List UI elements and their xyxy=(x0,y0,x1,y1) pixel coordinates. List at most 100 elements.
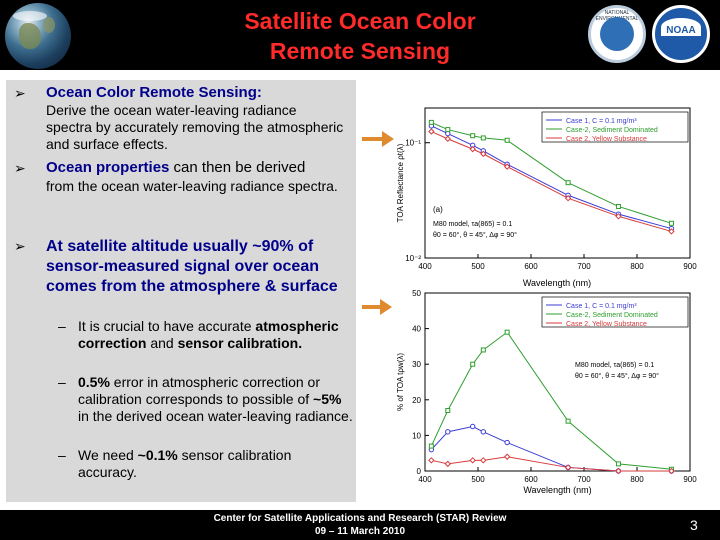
earth-globe-icon xyxy=(5,3,71,69)
data-point xyxy=(480,135,486,141)
y-tick-label: 10 xyxy=(412,431,421,440)
data-point xyxy=(480,429,487,435)
data-point xyxy=(565,418,571,424)
y-tick-label: 40 xyxy=(412,325,421,334)
data-point xyxy=(565,180,571,186)
legend-label-0: Case 1, C = 0.1 mg/m³ xyxy=(566,118,637,125)
bullets-panel xyxy=(6,80,356,502)
sub3-a: We need xyxy=(78,447,138,463)
x-tick-label: 400 xyxy=(418,475,432,484)
x-axis-label: Wavelength (nm) xyxy=(523,485,591,495)
x-tick-label: 800 xyxy=(630,262,644,271)
data-point xyxy=(503,163,511,170)
data-point xyxy=(428,443,434,449)
y-axis-label: TOA Reflectance ρt(λ) xyxy=(396,143,405,222)
data-point xyxy=(470,361,476,367)
data-point xyxy=(504,439,510,446)
data-point xyxy=(445,407,451,413)
series-line-1 xyxy=(430,331,672,470)
y-tick-label: 0 xyxy=(417,467,422,476)
footer-line2: 09 – 11 March 2010 xyxy=(314,526,406,537)
legend-box xyxy=(541,111,689,143)
y-tick-label: 10⁻¹ xyxy=(405,139,421,148)
y-tick-label: 50 xyxy=(412,289,421,298)
series-line-1 xyxy=(431,121,672,224)
legend-label-2: Case 2, Yellow Substance xyxy=(566,136,647,143)
sub1-b: atmospheric correction xyxy=(78,318,339,351)
sub-bullet-1: – It is crucial to have accurate atmosph… xyxy=(58,318,339,351)
data-point xyxy=(564,464,572,471)
header: Satellite Ocean Color Remote Sensing NAT… xyxy=(0,0,720,70)
arrow-to-chart2-icon xyxy=(362,299,392,315)
annotation-model: M80 model, τa(865) = 0.1 xyxy=(433,221,512,228)
x-tick-label: 500 xyxy=(471,475,485,484)
x-tick-label: 900 xyxy=(683,475,697,484)
data-point xyxy=(503,453,511,460)
legend-label-2: Case 2, Yellow Substance xyxy=(566,321,647,328)
data-point xyxy=(615,461,621,467)
data-point xyxy=(564,195,572,202)
y-tick-label: 10⁻² xyxy=(405,254,421,263)
bullet2-highlight: Ocean properties xyxy=(46,159,170,176)
sub2-b: error in atmospheric correction or calib… xyxy=(78,374,320,407)
data-point xyxy=(444,460,451,468)
data-point xyxy=(428,457,435,464)
arrow-to-chart1-icon xyxy=(362,131,394,147)
series-line-2 xyxy=(431,131,672,232)
sub3-b: ~0.1% xyxy=(137,447,178,463)
series-line-2 xyxy=(431,456,672,472)
sub1-a: It is crucial to have accurate xyxy=(78,318,256,334)
legend-label-1: Case-2, Sediment Dominated xyxy=(566,312,658,319)
panel-label: (a) xyxy=(433,205,443,214)
bullet3-text: At satellite altitude usually ~90% of se… xyxy=(46,238,338,295)
bullet2-tail: can then be derived xyxy=(169,159,306,176)
y-tick-label: 20 xyxy=(412,396,421,405)
legend-label-0: Case 1, C = 0.1 mg/m³ xyxy=(566,303,637,310)
x-tick-label: 600 xyxy=(524,262,538,271)
bullet1-heading: Ocean Color Remote Sensing: xyxy=(46,84,262,101)
x-tick-label: 600 xyxy=(524,475,538,484)
bullet2-body: from the ocean water-leaving radiance sp… xyxy=(46,178,338,194)
data-point xyxy=(615,203,621,209)
sub2-d: in the derived ocean water-leaving radia… xyxy=(78,408,353,424)
title-line1: Satellite Ocean Color xyxy=(244,8,476,34)
y-tick-label: 30 xyxy=(412,360,421,369)
x-axis-label-top: Wavelength (nm) xyxy=(523,278,591,288)
data-point xyxy=(668,220,674,226)
bullet2-heading: Ocean properties can then be derived xyxy=(46,159,346,176)
data-point xyxy=(469,145,476,153)
title-line2: Remote Sensing xyxy=(269,38,451,64)
annotation-geometry: θ0 = 60°, θ = 45°, Δφ = 90° xyxy=(433,231,517,239)
data-point xyxy=(470,423,476,430)
data-point xyxy=(668,467,675,475)
data-point xyxy=(480,457,487,464)
sub1-c: and xyxy=(146,335,178,351)
sub2-c: ~5% xyxy=(313,391,342,407)
series-line-0 xyxy=(431,125,672,230)
data-point xyxy=(480,150,487,158)
footer-line1: Center for Satellite Applications and Re… xyxy=(213,513,507,524)
sub-bullet-3: – We need ~0.1% sensor calibration accur… xyxy=(58,447,292,480)
data-point xyxy=(428,128,435,135)
annotation-model: M80 model, τa(865) = 0.1 xyxy=(575,362,654,369)
data-point xyxy=(504,137,510,143)
noaa-logo-text: NOAA xyxy=(666,25,696,36)
x-tick-label: 800 xyxy=(630,475,644,484)
data-point xyxy=(444,135,451,143)
sub-bullet-2: – 0.5% error in atmospheric correction o… xyxy=(58,374,353,424)
x-tick-label: 400 xyxy=(418,262,432,271)
nesdis-logo-icon: NATIONAL ENVIRONMENTAL SATELLITE xyxy=(588,5,646,63)
data-point xyxy=(480,347,486,353)
data-point xyxy=(615,213,622,220)
data-point xyxy=(445,429,451,435)
footer: Center for Satellite Applications and Re… xyxy=(0,510,720,540)
data-point xyxy=(668,228,675,235)
data-point xyxy=(615,467,622,475)
x-tick-label: 500 xyxy=(471,262,485,271)
data-point xyxy=(504,329,510,335)
data-point xyxy=(470,133,476,139)
x-tick-label: 900 xyxy=(683,262,697,271)
sub2-a: 0.5% xyxy=(78,374,110,390)
y-axis-label: % of TOA tρw(λ) xyxy=(396,353,405,411)
annotation-geometry: θ0 = 60°, θ = 45°, Δφ = 90° xyxy=(575,372,659,380)
